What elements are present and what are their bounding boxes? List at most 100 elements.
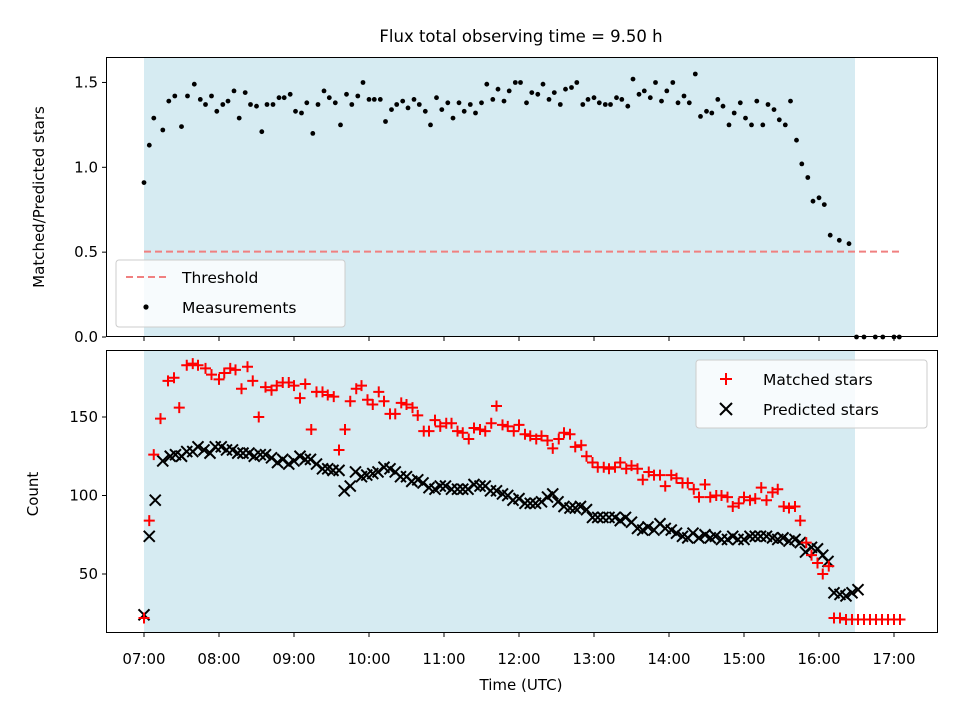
measurement-point [608,102,613,107]
measurement-point [422,108,428,114]
matched-star-point [502,420,514,432]
matched-star-point [378,395,390,407]
matched-star-point [564,428,576,440]
measurement-point [473,110,478,116]
predicted-star-point [845,586,859,600]
top-legend: Threshold Measurements [115,259,346,328]
measurement-point [146,142,152,148]
top-panel: 0.0 0.5 1.0 1.5 Matched/Predicted stars Thr… [30,57,938,346]
measurement-point [450,115,456,121]
measurement-point [383,119,388,124]
predicted-star-point [851,583,865,596]
matched-star-point [688,483,700,495]
matched-star-point [187,358,199,370]
measurement-point [625,103,631,109]
measurement-point [371,97,377,102]
predicted-stars-points [137,440,865,622]
matched-star-point [218,367,230,379]
matched-star-point [491,400,502,412]
top-y-tick-label: 1.0 [74,158,98,176]
matched-star-point [738,491,750,503]
matched-star-point [230,364,241,376]
x-tick-label: 09:00 [272,650,315,668]
matched-star-point [367,398,379,410]
predicted-star-point [546,487,559,501]
measurement-point [704,108,709,114]
matched-star-point [143,515,155,527]
matched-star-point [894,614,906,626]
matched-star-point [603,463,615,475]
measurement-point [715,97,721,102]
measurement-point [225,98,231,104]
matched-star-point [373,386,385,398]
measurement-point [270,102,276,107]
measurement-point [231,88,237,94]
measurement-point [220,102,226,107]
measurement-point [214,108,220,114]
bottom-plot-frame [106,350,938,633]
measurement-point [574,80,580,85]
measurement-point [846,241,852,247]
measurement-point [506,88,512,94]
matched-star-point [362,394,373,406]
matched-star-point [260,381,271,393]
measurement-point [810,198,816,204]
matched-star-point [614,457,626,469]
matched-star-point [519,428,531,440]
matched-star-point [294,392,306,404]
measurement-point [166,98,172,104]
top-axis-ticks: 0.0 0.5 1.0 1.5 [74,73,895,346]
measurement-point [377,97,383,102]
measurement-point [647,95,653,101]
matched-star-point [716,490,727,501]
measurement-point [794,137,799,143]
measurement-point [602,102,608,107]
bottom-legend-frame [695,359,928,429]
matched-star-point [581,450,592,462]
measurement-point [659,98,664,104]
matched-star-point [558,427,570,439]
predicted-star-point [299,453,312,466]
measurement-point [439,107,445,112]
measurement-point [484,81,490,87]
matched-star-point [173,402,185,414]
matched-star-point [772,483,784,495]
matched-star-point [266,384,277,396]
matched-star-point [626,460,637,472]
matched-star-point [299,378,311,390]
predicted-star-point [191,440,205,454]
matched-star-point [761,494,772,506]
matched-star-point [508,425,520,437]
predicted-star-point [586,511,599,524]
matched-star-point [474,424,486,436]
matched-star-point [356,380,367,392]
measurement-point [670,80,676,85]
predicted-star-point [794,536,807,549]
matched-star-point [727,500,739,512]
measurement-point [529,90,535,95]
matched-star-point [637,474,649,486]
matched-star-point [162,375,174,387]
matched-star-point [206,369,217,381]
matched-stars-points [138,358,906,626]
legend-predicted-label: Predicted stars [763,401,879,419]
legend-measurements-swatch [143,304,149,310]
matched-star-point [328,391,340,403]
matched-star-point [682,477,694,489]
measurement-point [203,102,208,107]
measurement-point [411,97,417,102]
measurement-point [692,71,698,77]
matched-star-point [812,557,823,569]
measurement-point [596,100,602,106]
top-plot-frame [106,57,938,337]
matched-star-point [654,469,666,481]
measurement-point [698,114,703,119]
predicted-star-point [197,443,211,457]
measurement-point [394,102,400,107]
predicted-star-point [254,448,267,461]
measurement-point [591,95,597,101]
measurement-point [160,127,166,133]
predicted-star-point [737,533,751,546]
matched-star-point [575,439,587,451]
measurement-point [501,98,507,104]
